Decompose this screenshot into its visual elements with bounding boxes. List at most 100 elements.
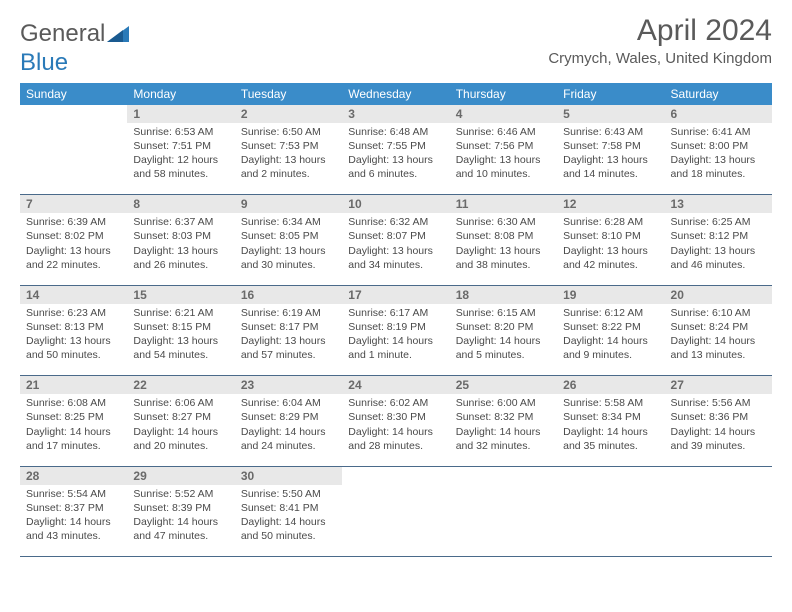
day-cell: Sunrise: 6:10 AMSunset: 8:24 PMDaylight:… [665, 304, 772, 376]
daylight-text-1: Daylight: 13 hours [241, 153, 336, 167]
day-cell: Sunrise: 5:50 AMSunset: 8:41 PMDaylight:… [235, 485, 342, 557]
day-number [342, 466, 449, 485]
daylight-text-2: and 13 minutes. [671, 348, 766, 362]
day-number: 28 [20, 466, 127, 485]
day-number [450, 466, 557, 485]
daynum-row: 78910111213 [20, 195, 772, 214]
logo-blue-text: Blue [20, 49, 68, 76]
daylight-text-1: Daylight: 13 hours [456, 153, 551, 167]
day-cell [20, 123, 127, 195]
day-number: 3 [342, 105, 449, 123]
sunset-text: Sunset: 8:34 PM [563, 410, 658, 424]
sunset-text: Sunset: 8:39 PM [133, 501, 228, 515]
logo: General Blue [20, 14, 129, 77]
daylight-text-2: and 18 minutes. [671, 167, 766, 181]
daylight-text-2: and 58 minutes. [133, 167, 228, 181]
daylight-text-2: and 43 minutes. [26, 529, 121, 543]
day-number: 5 [557, 105, 664, 123]
day-cell: Sunrise: 5:56 AMSunset: 8:36 PMDaylight:… [665, 394, 772, 466]
daylight-text-2: and 2 minutes. [241, 167, 336, 181]
daylight-text-1: Daylight: 13 hours [563, 244, 658, 258]
day-cell: Sunrise: 6:46 AMSunset: 7:56 PMDaylight:… [450, 123, 557, 195]
day-cell: Sunrise: 6:04 AMSunset: 8:29 PMDaylight:… [235, 394, 342, 466]
daylight-text-2: and 39 minutes. [671, 439, 766, 453]
daylight-text-2: and 28 minutes. [348, 439, 443, 453]
title-block: April 2024 Crymych, Wales, United Kingdo… [548, 14, 772, 67]
day-cell: Sunrise: 5:52 AMSunset: 8:39 PMDaylight:… [127, 485, 234, 557]
day-number: 15 [127, 285, 234, 304]
day-number: 19 [557, 285, 664, 304]
daylight-text-2: and 14 minutes. [563, 167, 658, 181]
daylight-text-1: Daylight: 14 hours [563, 334, 658, 348]
day-number [665, 466, 772, 485]
daylight-text-2: and 26 minutes. [133, 258, 228, 272]
sunrise-text: Sunrise: 5:52 AM [133, 487, 228, 501]
weekday-header: Wednesday [342, 83, 449, 105]
sunset-text: Sunset: 8:32 PM [456, 410, 551, 424]
daynum-row: 123456 [20, 105, 772, 123]
sunrise-text: Sunrise: 6:21 AM [133, 306, 228, 320]
sunset-text: Sunset: 7:53 PM [241, 139, 336, 153]
daylight-text-1: Daylight: 14 hours [456, 334, 551, 348]
day-number: 6 [665, 105, 772, 123]
sunrise-text: Sunrise: 6:06 AM [133, 396, 228, 410]
daynum-row: 282930 [20, 466, 772, 485]
day-number: 13 [665, 195, 772, 214]
sunrise-text: Sunrise: 6:25 AM [671, 215, 766, 229]
sunset-text: Sunset: 7:55 PM [348, 139, 443, 153]
day-cell [342, 485, 449, 557]
day-number: 20 [665, 285, 772, 304]
day-number: 17 [342, 285, 449, 304]
day-data-row: Sunrise: 6:23 AMSunset: 8:13 PM Daylight:… [20, 304, 772, 376]
sunset-text: Sunset: 8:10 PM [563, 229, 658, 243]
sunrise-text: Sunrise: 5:56 AM [671, 396, 766, 410]
day-number: 7 [20, 195, 127, 214]
daylight-text-2: and 30 minutes. [241, 258, 336, 272]
day-cell: Sunrise: 6:21 AMSunset: 8:15 PMDaylight:… [127, 304, 234, 376]
day-number: 12 [557, 195, 664, 214]
weekday-header: Tuesday [235, 83, 342, 105]
day-cell: Sunrise: 6:06 AMSunset: 8:27 PMDaylight:… [127, 394, 234, 466]
day-cell: Sunrise: 6:50 AMSunset: 7:53 PMDaylight:… [235, 123, 342, 195]
daylight-text-1: Daylight: 13 hours [671, 244, 766, 258]
sunrise-text: Sunrise: 6:30 AM [456, 215, 551, 229]
day-number: 14 [20, 285, 127, 304]
day-cell: Sunrise: 5:58 AMSunset: 8:34 PMDaylight:… [557, 394, 664, 466]
day-number: 27 [665, 376, 772, 395]
sunrise-text: Sunrise: 6:15 AM [456, 306, 551, 320]
daylight-text-1: Daylight: 13 hours [348, 153, 443, 167]
sunrise-text: Sunrise: 6:41 AM [671, 125, 766, 139]
daylight-text-2: and 22 minutes. [26, 258, 121, 272]
sunrise-text: Sunrise: 6:17 AM [348, 306, 443, 320]
day-cell: Sunrise: 6:25 AMSunset: 8:12 PMDaylight:… [665, 213, 772, 285]
sunrise-text: Sunrise: 6:02 AM [348, 396, 443, 410]
weekday-header-row: Sunday Monday Tuesday Wednesday Thursday… [20, 83, 772, 105]
day-number: 18 [450, 285, 557, 304]
daylight-text-1: Daylight: 13 hours [563, 153, 658, 167]
daylight-text-2: and 1 minute. [348, 348, 443, 362]
daylight-text-1: Daylight: 13 hours [241, 244, 336, 258]
sunset-text: Sunset: 8:13 PM [26, 320, 121, 334]
daylight-text-2: and 17 minutes. [26, 439, 121, 453]
sunrise-text: Sunrise: 6:23 AM [26, 306, 121, 320]
sunrise-text: Sunrise: 6:19 AM [241, 306, 336, 320]
daylight-text-1: Daylight: 14 hours [241, 425, 336, 439]
daylight-text-2: and 10 minutes. [456, 167, 551, 181]
daylight-text-1: Daylight: 12 hours [133, 153, 228, 167]
sunset-text: Sunset: 8:07 PM [348, 229, 443, 243]
day-cell: Sunrise: 6:08 AMSunset: 8:25 PMDaylight:… [20, 394, 127, 466]
sunset-text: Sunset: 8:36 PM [671, 410, 766, 424]
daylight-text-2: and 35 minutes. [563, 439, 658, 453]
daylight-text-2: and 54 minutes. [133, 348, 228, 362]
day-cell [557, 485, 664, 557]
daylight-text-2: and 38 minutes. [456, 258, 551, 272]
day-cell: Sunrise: 6:32 AMSunset: 8:07 PMDaylight:… [342, 213, 449, 285]
day-number: 23 [235, 376, 342, 395]
day-cell: Sunrise: 6:34 AMSunset: 8:05 PMDaylight:… [235, 213, 342, 285]
sunset-text: Sunset: 8:00 PM [671, 139, 766, 153]
day-number: 11 [450, 195, 557, 214]
daylight-text-2: and 50 minutes. [241, 529, 336, 543]
day-cell: Sunrise: 6:30 AMSunset: 8:08 PMDaylight:… [450, 213, 557, 285]
daylight-text-1: Daylight: 13 hours [348, 244, 443, 258]
sunset-text: Sunset: 8:05 PM [241, 229, 336, 243]
